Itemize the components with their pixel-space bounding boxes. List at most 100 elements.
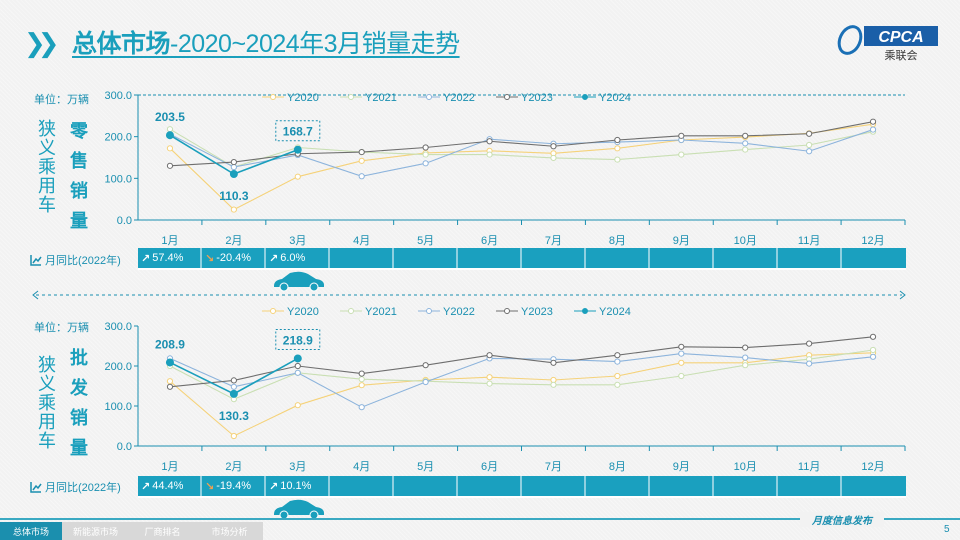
x-tick-label: 3月 bbox=[289, 235, 306, 247]
x-tick-label: 5月 bbox=[417, 461, 434, 473]
data-point-y2022 bbox=[869, 353, 877, 360]
trend-up-icon: ↗ bbox=[141, 480, 151, 493]
data-label: 218.9 bbox=[283, 333, 313, 347]
yoy-cell bbox=[458, 248, 522, 268]
x-tick-label: 1月 bbox=[161, 461, 178, 473]
data-point-y2023 bbox=[614, 136, 621, 144]
data-point-y2023 bbox=[166, 162, 174, 169]
series-line-y2021 bbox=[169, 349, 874, 400]
data-point-y2022 bbox=[806, 360, 813, 367]
data-point-y2023 bbox=[869, 333, 877, 340]
trend-down-icon: ↘ bbox=[205, 480, 215, 493]
data-point-y2022 bbox=[230, 163, 237, 171]
yoy-cell bbox=[522, 476, 586, 496]
yoy-value: 44.4% bbox=[152, 480, 184, 492]
title-main: 总体市场 bbox=[72, 30, 171, 58]
yoy-value: -20.4% bbox=[216, 252, 252, 264]
data-point-y2020 bbox=[166, 378, 174, 385]
yoy-cell bbox=[586, 248, 650, 268]
data-label: 130.3 bbox=[219, 409, 249, 423]
category-label: 狭义乘用车 bbox=[38, 355, 56, 451]
data-point-y2023 bbox=[550, 359, 557, 366]
trend-chart-icon bbox=[30, 255, 42, 266]
category-label: 狭义乘用车 bbox=[38, 119, 56, 215]
metric-label: 零售销量 bbox=[70, 121, 88, 231]
title-sub: -2020~2024年3月销量走势 bbox=[170, 30, 460, 58]
data-point-y2021 bbox=[486, 151, 493, 158]
trend-up-icon: ↗ bbox=[141, 252, 151, 265]
page-title: 总体市场-2020~2024年3月销量走势 bbox=[72, 24, 460, 60]
footer-divider bbox=[0, 518, 960, 520]
tab-nev-market[interactable]: 新能源市场 bbox=[62, 522, 129, 540]
data-point-y2022 bbox=[742, 354, 749, 361]
x-tick-label: 9月 bbox=[673, 235, 690, 247]
publication-label: 月度信息发布 bbox=[800, 512, 884, 527]
legend-label: Y2022 bbox=[443, 306, 475, 318]
tab-overall-market[interactable]: 总体市场 bbox=[0, 522, 62, 540]
data-point-y2022 bbox=[742, 140, 749, 147]
data-point-y2022 bbox=[294, 369, 301, 376]
retail-chart: 0.0 100.0 200.0 300.0 1月 2月 3月 4月 5月 6月 7月 8月 9月 10月 1… bbox=[104, 90, 906, 247]
data-point-y2020 bbox=[614, 372, 621, 380]
x-tick-label: 10月 bbox=[734, 461, 757, 473]
data-point-y2022 bbox=[230, 383, 237, 390]
data-point-y2020 bbox=[358, 157, 365, 164]
data-label: 168.7 bbox=[283, 125, 313, 139]
yoy-value: 57.4% bbox=[152, 252, 184, 264]
data-point-y2023 bbox=[742, 132, 749, 139]
data-point-y2023 bbox=[486, 138, 493, 145]
data-point-y2023 bbox=[678, 343, 685, 350]
tab-manufacturer-ranking[interactable]: 厂商排名 bbox=[129, 522, 196, 540]
car-icon bbox=[270, 498, 326, 525]
data-point-y2023 bbox=[806, 340, 813, 347]
x-tick-label: 4月 bbox=[353, 461, 370, 473]
series-line-y2022 bbox=[169, 353, 874, 408]
legend-label: Y2024 bbox=[599, 306, 631, 318]
data-point-y2022 bbox=[678, 350, 685, 357]
yoy-label: 月同比(2022年) bbox=[30, 252, 121, 268]
data-point-y2023 bbox=[678, 132, 685, 139]
y-tick-label: 100.0 bbox=[104, 173, 132, 185]
data-point-y2022 bbox=[422, 160, 429, 167]
data-point-y2021 bbox=[550, 381, 557, 388]
yoy-cell bbox=[394, 248, 458, 268]
series-line-y2020 bbox=[169, 123, 874, 211]
page-number: 5 bbox=[944, 524, 950, 535]
data-point-y2023 bbox=[550, 143, 557, 150]
yoy-cell bbox=[778, 476, 842, 496]
logo-text: CPCA bbox=[878, 29, 923, 46]
x-tick-label: 1月 bbox=[161, 235, 178, 247]
cpca-logo: CPCA 乘联会 bbox=[836, 20, 941, 62]
series-line-y2020 bbox=[169, 352, 874, 437]
yoy-label-text: 月同比(2022年) bbox=[45, 482, 121, 494]
data-point-y2023 bbox=[230, 377, 237, 384]
series-line-y2023 bbox=[169, 336, 874, 388]
x-tick-label: 8月 bbox=[609, 235, 626, 247]
data-point-y2020 bbox=[678, 359, 685, 366]
yoy-cell bbox=[842, 476, 906, 496]
x-tick-label: 12月 bbox=[861, 461, 884, 473]
y-tick-label: 200.0 bbox=[104, 132, 132, 144]
yoy-cell bbox=[842, 248, 906, 268]
legend-marker bbox=[504, 308, 510, 314]
data-point-y2024 bbox=[229, 170, 238, 179]
data-point-y2023 bbox=[742, 344, 749, 351]
data-point-y2020 bbox=[358, 382, 365, 389]
highlight-box bbox=[275, 328, 321, 350]
yoy-cell bbox=[714, 476, 778, 496]
data-point-y2021 bbox=[614, 381, 621, 388]
data-point-y2022 bbox=[614, 358, 621, 365]
data-label: 208.9 bbox=[155, 337, 185, 351]
data-point-y2021 bbox=[422, 151, 429, 158]
yoy-value: -19.4% bbox=[216, 480, 252, 492]
x-tick-label: 4月 bbox=[353, 235, 370, 247]
legend-label: Y2021 bbox=[365, 306, 397, 318]
trend-up-icon: ↗ bbox=[269, 252, 279, 265]
tab-market-analysis[interactable]: 市场分析 bbox=[196, 522, 263, 540]
legend-label: Y2023 bbox=[521, 92, 553, 104]
x-tick-label: 7月 bbox=[545, 461, 562, 473]
trend-chart-icon bbox=[30, 482, 42, 493]
data-point-y2024 bbox=[165, 358, 174, 367]
yoy-cell: ↗ 10.1% bbox=[266, 476, 330, 496]
unit-label: 单位：万辆 bbox=[34, 322, 89, 334]
